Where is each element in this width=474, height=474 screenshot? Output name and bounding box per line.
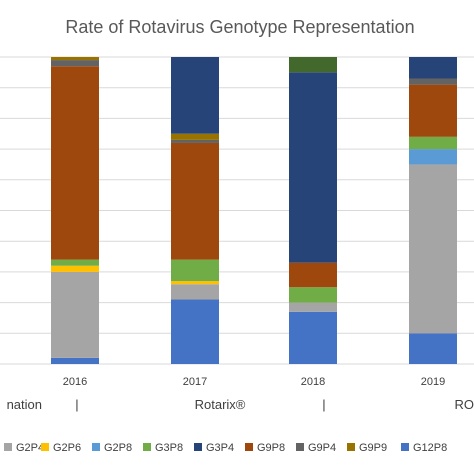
legend-label: G3P8 bbox=[155, 442, 183, 454]
bar-segment-g4p8-2018 bbox=[289, 57, 337, 73]
bar-segment-g9p9-2016 bbox=[51, 57, 99, 61]
bar-segment-g3p4-2019 bbox=[409, 57, 457, 79]
legend-item-g3p8: G3P8 bbox=[143, 442, 183, 454]
group-divider: | bbox=[322, 397, 325, 412]
legend-label: G9P4 bbox=[308, 442, 336, 454]
legend-swatch bbox=[245, 443, 253, 451]
legend-item-g9p4: G9P4 bbox=[296, 442, 336, 454]
group-labels: nation | Rotarix® | RO bbox=[7, 397, 474, 412]
legend-label: G3P4 bbox=[206, 442, 234, 454]
legend-swatch bbox=[92, 443, 100, 451]
legend-swatch bbox=[194, 443, 202, 451]
bar-segment-g3p4-2018 bbox=[289, 72, 337, 263]
bar-segment-g3p8-2019 bbox=[409, 136, 457, 150]
chart-title: Rate of Rotavirus Genotype Representatio… bbox=[65, 17, 414, 37]
x-tick-label: 2017 bbox=[183, 376, 207, 388]
group-divider: | bbox=[75, 397, 78, 412]
legend-label: G2P8 bbox=[104, 442, 132, 454]
bar-segment-g2p4-2017 bbox=[171, 284, 219, 300]
legend-item-g3p4: G3P4 bbox=[194, 442, 234, 454]
bar-segment-g9p8-2019 bbox=[409, 84, 457, 137]
bar-segment-g3p8-2017 bbox=[171, 259, 219, 282]
bar-segment-g12p8-2016 bbox=[51, 357, 99, 364]
bar-segment-g9p4-2019 bbox=[409, 78, 457, 85]
legend-label: G2P6 bbox=[53, 442, 81, 454]
bar-segment-g12p8-2018 bbox=[289, 311, 337, 364]
bar-segment-g9p4-2016 bbox=[51, 60, 99, 67]
bar-segment-g2p4-2016 bbox=[51, 271, 99, 358]
legend: G2P4 G2P6 G2P8 G3P8 G3P4 G9P8 G9P4 G9P9 G12P8 bbox=[4, 442, 447, 454]
bar-segment-g9p8-2017 bbox=[171, 142, 219, 260]
legend-item-g12p8: G12P8 bbox=[401, 442, 447, 454]
bar-segment-g9p9-2017 bbox=[171, 133, 219, 140]
group-label: Rotarix® bbox=[195, 397, 246, 412]
legend-label: G9P9 bbox=[359, 442, 387, 454]
bar-segment-g2p4-2019 bbox=[409, 164, 457, 334]
legend-label: G2P4 bbox=[16, 442, 44, 454]
bar-segment-g2p6-2017 bbox=[171, 281, 219, 285]
x-tick-label: 2019 bbox=[421, 376, 445, 388]
legend-swatch bbox=[401, 443, 409, 451]
legend-swatch bbox=[296, 443, 304, 451]
x-axis-tick-labels: 2016 2017 2018 2019 bbox=[63, 376, 445, 388]
bar-segment-g9p8-2016 bbox=[51, 66, 99, 260]
x-tick-label: 2018 bbox=[301, 376, 325, 388]
bar-segment-g2p4-2018 bbox=[289, 302, 337, 312]
group-label: RO bbox=[455, 397, 474, 412]
x-tick-label: 2016 bbox=[63, 376, 87, 388]
legend-item-g2p4: G2P4 bbox=[4, 442, 44, 454]
legend-swatch bbox=[4, 443, 12, 451]
legend-swatch bbox=[143, 443, 151, 451]
bar-segment-g3p4-2017 bbox=[171, 57, 219, 134]
legend-item-g9p9: G9P9 bbox=[347, 442, 387, 454]
bar-segment-g9p4-2017 bbox=[171, 139, 219, 143]
legend-swatch bbox=[347, 443, 355, 451]
bar-segment-g3p8-2016 bbox=[51, 259, 99, 266]
legend-item-g2p8: G2P8 bbox=[92, 442, 132, 454]
legend-label: G12P8 bbox=[413, 442, 447, 454]
legend-item-g9p8: G9P8 bbox=[245, 442, 285, 454]
bar-segment-g3p8-2018 bbox=[289, 287, 337, 303]
bar-segment-g12p8-2017 bbox=[171, 299, 219, 364]
legend-swatch bbox=[41, 443, 49, 451]
bar-segment-g12p8-2019 bbox=[409, 333, 457, 364]
legend-item-g2p6: G2P6 bbox=[41, 442, 81, 454]
bar-segment-g2p8-2019 bbox=[409, 149, 457, 165]
bar-segment-g9p8-2018 bbox=[289, 262, 337, 288]
bar-segment-g2p6-2016 bbox=[51, 265, 99, 272]
legend-label: G9P8 bbox=[257, 442, 285, 454]
group-label: nation bbox=[7, 397, 42, 412]
bar-segments bbox=[51, 57, 457, 364]
